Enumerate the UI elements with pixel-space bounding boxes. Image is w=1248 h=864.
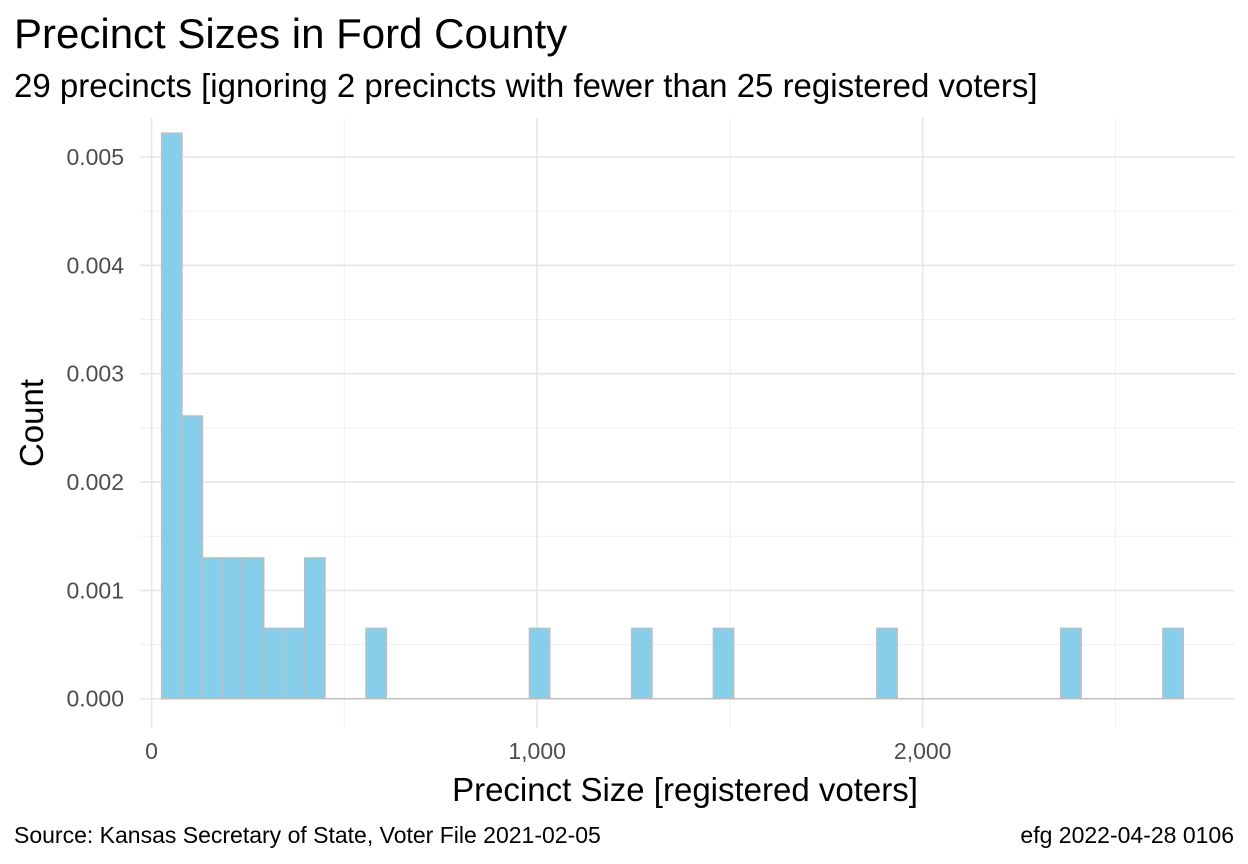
histogram-bar <box>630 627 653 700</box>
y-tick-label: 0.003 <box>66 361 124 387</box>
histogram-bar <box>201 557 224 700</box>
source-caption: Source: Kansas Secretary of State, Voter… <box>14 822 601 848</box>
histogram-bar <box>712 627 735 700</box>
histogram-bars <box>160 132 1185 700</box>
y-axis-ticks: 0.000 0.001 0.002 0.003 0.004 0.005 <box>66 144 124 712</box>
histogram-bar <box>365 627 388 700</box>
histogram-bar <box>222 557 245 700</box>
x-tick-label: 1,000 <box>508 738 566 764</box>
histogram-bar <box>1162 627 1185 700</box>
x-tick-label: 2,000 <box>894 738 952 764</box>
timestamp-caption: efg 2022-04-28 0106 <box>1020 822 1234 848</box>
x-axis-ticks: 0 1,000 2,000 <box>145 738 951 764</box>
y-tick-label: 0.005 <box>66 144 124 170</box>
y-axis-label: Count <box>13 378 50 468</box>
chart-subtitle: 29 precincts [ignoring 2 precincts with … <box>14 67 1038 104</box>
y-tick-label: 0.002 <box>66 469 124 495</box>
histogram-bar <box>303 557 326 700</box>
histogram-bar <box>528 627 551 700</box>
x-axis-label: Precinct Size [registered voters] <box>452 771 918 808</box>
histogram-bar <box>1060 627 1082 700</box>
x-tick-label: 0 <box>145 738 158 764</box>
histogram-bar <box>160 132 183 700</box>
y-tick-label: 0.001 <box>66 577 124 603</box>
histogram-bar <box>876 627 898 700</box>
histogram-bar <box>263 627 285 700</box>
y-tick-label: 0.000 <box>66 686 124 712</box>
y-tick-label: 0.004 <box>66 252 124 278</box>
chart-title: Precinct Sizes in Ford County <box>14 10 568 57</box>
histogram-bar <box>181 415 204 700</box>
histogram-bar <box>283 627 306 700</box>
histogram-bar <box>242 557 265 700</box>
